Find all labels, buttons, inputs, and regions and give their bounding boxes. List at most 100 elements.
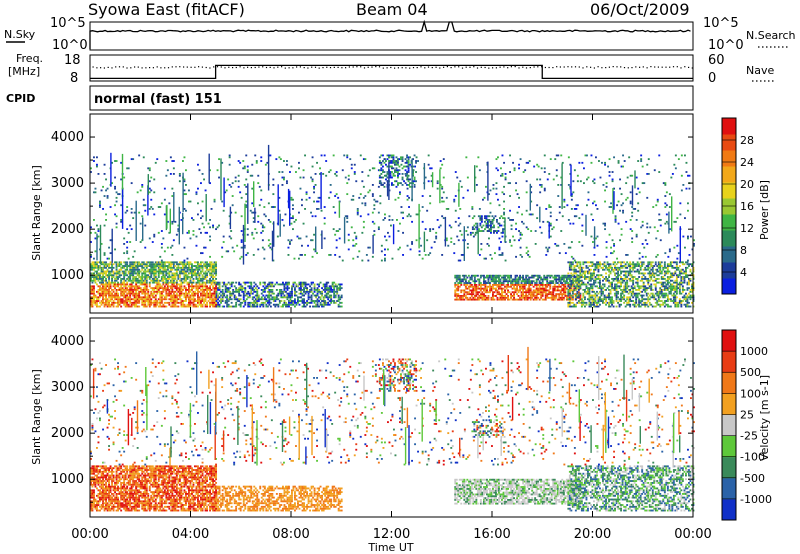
data-cell <box>100 243 103 245</box>
data-cell <box>230 301 233 304</box>
data-cell <box>647 287 650 290</box>
data-cell <box>138 281 141 284</box>
data-cell <box>97 266 100 269</box>
data-cell <box>317 196 320 199</box>
data-cell <box>337 294 340 297</box>
data-cell <box>210 283 213 286</box>
data-cell <box>632 265 635 267</box>
data-cell <box>656 301 659 304</box>
data-cell <box>507 276 510 279</box>
data-cell <box>246 169 249 172</box>
data-cell <box>609 292 612 295</box>
data-cell <box>151 268 154 271</box>
data-cell <box>669 263 672 266</box>
data-cell <box>286 292 289 295</box>
data-cell <box>236 300 239 302</box>
data-cell <box>612 278 615 280</box>
data-cell <box>159 303 162 306</box>
nave-point <box>446 66 448 68</box>
data-cell <box>576 270 579 273</box>
data-cell <box>660 272 663 275</box>
data-cell <box>154 263 157 266</box>
data-cell <box>668 276 671 278</box>
data-cell <box>614 272 617 275</box>
data-cell <box>215 292 218 295</box>
data-cell <box>486 289 488 292</box>
data-cell <box>624 283 627 286</box>
data-cell <box>129 265 132 267</box>
data-cell <box>561 289 564 292</box>
data-cell <box>112 296 115 299</box>
data-cell <box>115 290 118 293</box>
data-cell <box>579 272 582 275</box>
data-cell <box>136 272 139 275</box>
data-cell <box>213 272 216 275</box>
data-cell <box>171 290 174 293</box>
data-cell <box>105 219 108 221</box>
data-cell <box>238 283 241 286</box>
data-cell <box>594 266 597 269</box>
data-cell <box>118 268 121 271</box>
data-cell <box>635 301 638 304</box>
data-cell <box>169 298 172 301</box>
data-cell <box>614 268 617 271</box>
data-cell <box>492 298 494 301</box>
data-cell <box>609 265 612 267</box>
data-cell <box>315 289 318 291</box>
data-cell <box>129 285 132 288</box>
data-cell <box>203 265 206 267</box>
nave-point <box>194 66 196 68</box>
data-cell <box>662 283 665 286</box>
data-cell <box>258 185 261 188</box>
data-cell <box>141 184 144 186</box>
data-cell <box>505 296 508 299</box>
data-cell <box>102 266 105 269</box>
data-cell <box>510 282 513 284</box>
data-cell <box>691 285 693 288</box>
data-cell <box>153 287 156 290</box>
data-cell <box>145 296 148 299</box>
data-cell <box>201 222 204 225</box>
data-cell <box>123 296 126 299</box>
data-cell <box>160 276 163 278</box>
data-cell <box>120 219 123 221</box>
data-cell <box>209 303 212 306</box>
data-cell <box>496 280 499 283</box>
data-cell <box>226 303 229 306</box>
data-cell <box>201 200 204 203</box>
data-cell <box>198 263 201 266</box>
data-cell <box>96 163 98 166</box>
data-cell <box>206 263 209 266</box>
data-cell <box>266 161 269 164</box>
data-cell <box>138 263 141 266</box>
data-cell <box>577 266 580 269</box>
data-cell <box>341 259 344 262</box>
data-cell <box>294 298 296 301</box>
data-cell <box>285 283 287 286</box>
data-cell <box>203 226 206 229</box>
data-cell <box>263 283 266 286</box>
data-cell <box>463 278 466 281</box>
data-cell <box>136 263 139 266</box>
data-cell <box>528 285 531 288</box>
data-cell <box>582 261 585 264</box>
data-cell <box>90 226 92 229</box>
data-cell <box>99 204 101 207</box>
data-cell <box>112 290 115 293</box>
data-cell <box>180 303 183 306</box>
data-cell <box>577 301 580 304</box>
data-cell <box>112 276 115 278</box>
data-cell <box>236 290 239 293</box>
data-cell <box>571 281 574 284</box>
data-cell <box>501 295 503 297</box>
data-cell <box>574 285 577 288</box>
data-cell <box>632 292 635 295</box>
data-cell <box>605 296 608 299</box>
nsearch-tick-bottom: 10^0 <box>708 38 744 53</box>
data-cell <box>573 276 576 278</box>
data-cell <box>121 289 124 291</box>
data-cell <box>487 276 490 279</box>
data-cell <box>112 281 115 284</box>
data-cell <box>525 280 528 283</box>
data-cell <box>157 287 160 290</box>
